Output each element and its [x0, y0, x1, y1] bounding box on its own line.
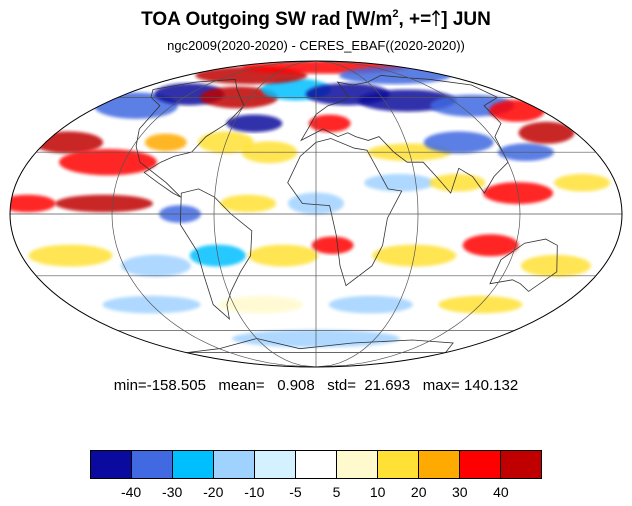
colorbar-swatch [255, 451, 296, 478]
field-patch [364, 173, 435, 192]
field-patch [28, 244, 113, 267]
colorbar-tick-label: -30 [162, 484, 183, 500]
colorbar-swatch [337, 451, 378, 478]
colorbar-tick-label: -20 [203, 484, 224, 500]
longitude-line [315, 61, 419, 367]
field-patch [554, 173, 611, 192]
colorbar-tick-label: 20 [410, 484, 427, 500]
title-prefix: TOA Outgoing SW rad [W/m [141, 9, 393, 30]
colorbar-swatch [296, 451, 337, 478]
field-patch [429, 173, 486, 192]
colorbar-swatch [91, 451, 132, 478]
title-middle: , += [398, 9, 432, 30]
field-patch [339, 66, 452, 85]
coastline [489, 238, 558, 292]
field-patch [121, 254, 191, 277]
stats-line: min=-158.505 mean= 0.908 std= 21.693 max… [113, 377, 519, 394]
colorbar [90, 450, 542, 479]
field-patch [226, 114, 283, 133]
field-patch [59, 149, 157, 176]
field-patch [220, 194, 277, 213]
colorbar-tick-label: 40 [493, 484, 509, 500]
field-patch [520, 254, 591, 277]
colorbar-swatch [378, 451, 419, 478]
colorbar-swatch [460, 451, 501, 478]
colorbar-ticks: -40 -30 -20 -10 -5 5 10 20 30 40 [0, 484, 632, 504]
world-map [9, 60, 623, 368]
colorbar-tick-label: -10 [244, 484, 265, 500]
title-superscript: 2 [392, 8, 399, 20]
colorbar-swatch [501, 451, 541, 478]
plot-subtitle: ngc2009(2020-2020) - CERES_EBAF((2020-20… [167, 38, 465, 53]
up-arrow-icon [432, 10, 441, 26]
colorbar-swatch [173, 451, 214, 478]
coastline [179, 188, 253, 320]
field-patch [488, 99, 545, 122]
field-patch [144, 133, 187, 152]
field-patch [311, 236, 354, 255]
title-suffix: ] JUN [441, 9, 491, 30]
colorbar-swatch [419, 451, 460, 478]
coastline [300, 74, 509, 194]
plot-title: TOA Outgoing SW rad [W/m2, += ] JUN [0, 8, 632, 31]
field-patch [462, 234, 519, 257]
colorbar-swatch [214, 451, 255, 478]
field-patch [10, 194, 56, 213]
field-patch [423, 131, 494, 154]
colorbar-swatch [132, 451, 173, 478]
colorbar-tick-label: 5 [332, 484, 341, 500]
coastlines [135, 74, 558, 353]
coastline [287, 138, 403, 287]
field-patch [219, 295, 304, 314]
field-patch [248, 244, 319, 267]
field-patch [328, 295, 413, 314]
field-patch [308, 114, 351, 133]
field-patch [55, 194, 153, 213]
longitude-line [111, 61, 317, 367]
colorbar-tick-label: 10 [369, 484, 386, 500]
longitude-line [213, 61, 317, 367]
colorbar-tick-label: -5 [289, 484, 302, 500]
colorbar-tick-label: 30 [452, 484, 468, 500]
graticule [10, 61, 622, 367]
field-patch [518, 121, 575, 144]
longitude-line [315, 61, 521, 367]
coastline [186, 338, 454, 353]
colorbar-tick-label: -40 [120, 484, 142, 500]
coastline [135, 78, 245, 198]
map-outline [9, 60, 623, 368]
